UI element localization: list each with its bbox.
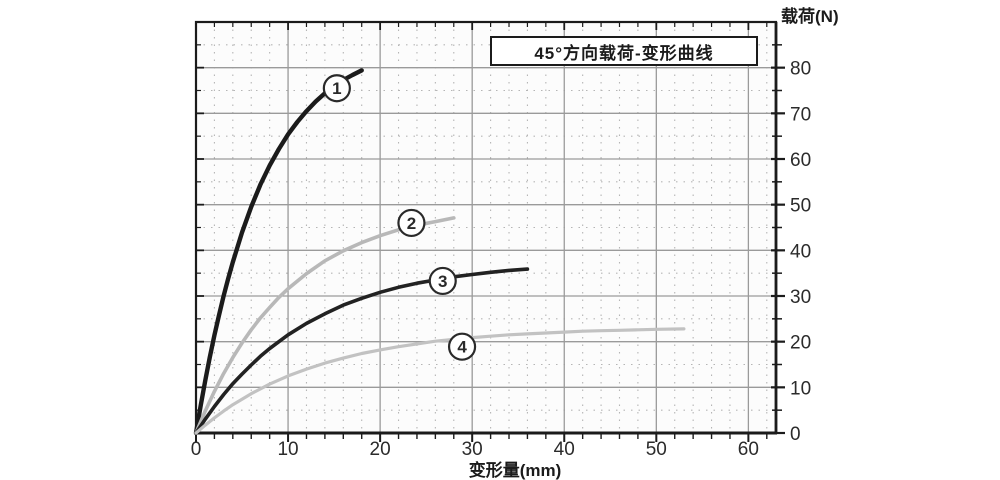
- curve-label-circle-4: [447, 332, 477, 361]
- y-tick-label: 80: [790, 59, 811, 80]
- x-tick-label: 50: [646, 439, 667, 460]
- y-tick-label: 0: [790, 424, 801, 445]
- curve-label-3: 3: [438, 272, 447, 291]
- curve-label-4: 4: [457, 338, 467, 357]
- series-curve-2: [194, 216, 456, 435]
- x-tick-label: 40: [554, 439, 575, 460]
- x-tick-label: 30: [462, 439, 483, 460]
- curve-label-2: 2: [407, 214, 416, 233]
- curve-label-circle-1: [322, 74, 351, 103]
- x-tick-label: 60: [738, 439, 759, 460]
- y-tick-label: 50: [790, 196, 811, 217]
- series-curve-3: [194, 267, 530, 435]
- plot-area: [196, 22, 776, 433]
- y-axis-title: 载荷(N): [781, 7, 839, 26]
- x-tick-label: 10: [277, 439, 298, 460]
- y-tick-label: 40: [790, 241, 811, 262]
- curve-label-1: 1: [332, 79, 341, 98]
- chart-title: 45°方向载荷-变形曲线: [534, 43, 714, 63]
- y-tick-label: 30: [790, 287, 811, 308]
- curve-label-circle-3: [428, 266, 457, 296]
- x-axis-title: 变形量(mm): [468, 461, 562, 480]
- y-tick-label: 10: [790, 378, 811, 399]
- curve-label-circle-2: [397, 208, 426, 238]
- series-curve-4: [194, 327, 686, 435]
- y-tick-label: 70: [790, 104, 811, 125]
- chart-title-box: 45°方向载荷-变形曲线: [490, 36, 758, 66]
- x-tick-label: 20: [370, 439, 391, 460]
- y-tick-label: 60: [790, 150, 811, 171]
- y-tick-label: 20: [790, 333, 811, 354]
- x-tick-label: 0: [191, 439, 202, 460]
